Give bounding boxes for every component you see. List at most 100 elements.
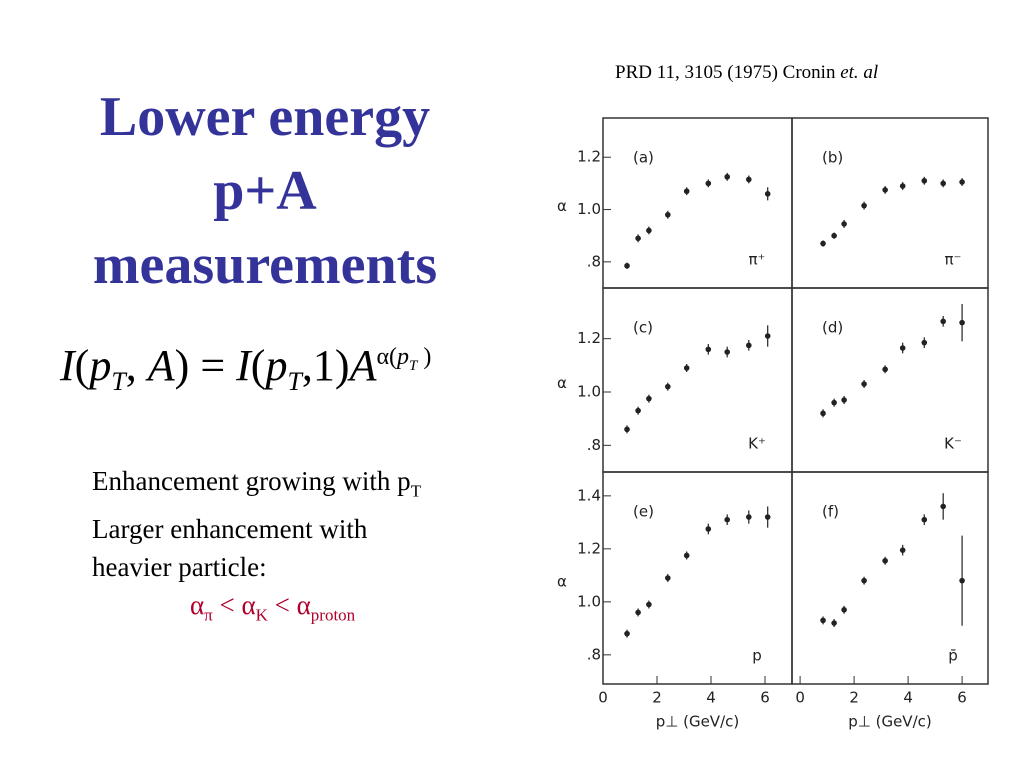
y-tick-label: 1.2 (577, 539, 601, 557)
rel-sub: π (204, 605, 213, 625)
rel-part: < α (212, 590, 256, 620)
y-axis-label: α (557, 197, 567, 215)
x-tick-label: 2 (849, 689, 859, 707)
formula-part: ( (250, 341, 266, 390)
y-tick-label: 1.0 (577, 592, 601, 610)
formula-sub: T (409, 358, 418, 375)
y-tick-label: .8 (587, 436, 601, 454)
data-point (683, 188, 690, 195)
data-point (746, 176, 752, 183)
bullet-text: Enhancement growing with p (92, 466, 411, 496)
data-point (959, 577, 965, 584)
data-point (959, 179, 965, 185)
data-point (746, 514, 752, 520)
data-point (882, 557, 888, 564)
data-point (882, 366, 888, 373)
y-axis-label: α (557, 374, 567, 392)
data-point (764, 191, 771, 197)
data-point (899, 345, 906, 351)
data-point (724, 516, 730, 523)
data-point (705, 346, 712, 353)
panel-frame (791, 471, 989, 685)
formula-part: α( (376, 344, 398, 371)
x-tick-label: 6 (957, 689, 967, 707)
data-point (635, 235, 641, 242)
bullet-line: Enhancement growing with pT (92, 462, 421, 510)
data-point (646, 227, 652, 234)
particle-label: K⁻ (944, 435, 962, 453)
data-point (764, 333, 771, 339)
formula-part: I (236, 341, 251, 390)
data-point (820, 240, 826, 247)
particle-label: p̄ (948, 647, 958, 665)
particle-label: p (752, 647, 762, 665)
data-point (841, 607, 847, 613)
formula-part: A (147, 341, 175, 390)
panel-label: (b) (822, 149, 843, 167)
x-tick-label: 0 (598, 689, 608, 707)
data-point (635, 407, 641, 414)
data-point (705, 180, 712, 187)
data-point (665, 211, 671, 218)
title-line: measurements (92, 234, 438, 296)
panel-frame (602, 471, 793, 685)
data-point (861, 202, 867, 209)
data-point (831, 232, 837, 239)
x-tick-label: 4 (706, 689, 716, 707)
data-point (683, 552, 690, 559)
data-point (940, 180, 946, 187)
data-point (861, 577, 867, 584)
y-tick-label: 1.0 (577, 200, 601, 218)
formula-sub: T (111, 366, 126, 396)
data-point (624, 426, 630, 433)
data-point (820, 617, 826, 624)
formula-part: I (60, 341, 75, 390)
data-point (940, 318, 946, 325)
data-point (921, 516, 928, 523)
formula-part: ) (417, 344, 432, 371)
rel-sub: K (255, 605, 268, 625)
y-tick-label: 1.2 (577, 148, 601, 166)
y-tick-label: 1.2 (577, 329, 601, 347)
data-point (624, 262, 630, 269)
formula-part: A (349, 341, 377, 390)
data-point (940, 503, 946, 510)
data-point (705, 526, 712, 532)
formula-part: p (397, 344, 410, 371)
x-axis-label: p⊥ (GeV/c) (848, 713, 931, 731)
data-point (921, 339, 928, 346)
data-point (746, 342, 752, 349)
y-tick-label: .8 (587, 645, 601, 663)
relation: απ < αK < αproton (190, 590, 355, 625)
panel-label: (d) (822, 319, 843, 337)
citation: PRD 11, 3105 (1975) Cronin et. al (615, 62, 878, 84)
data-point (841, 221, 847, 227)
data-point (882, 187, 888, 193)
formula-part: p (89, 341, 112, 390)
data-point (646, 395, 652, 402)
x-tick-label: 2 (652, 689, 662, 707)
data-point (820, 410, 826, 417)
particle-label: π⁺ (749, 251, 766, 269)
x-axis-label: p⊥ (GeV/c) (656, 713, 739, 731)
formula: I(pT, A) = I(pT,1)Aα(pT ) (60, 340, 431, 397)
data-point (841, 397, 847, 403)
data-point (665, 383, 671, 390)
data-point (861, 381, 867, 387)
formula-part: , (125, 341, 148, 390)
x-tick-label: 4 (903, 689, 913, 707)
citation-text: PRD 11, 3105 (1975) Cronin (615, 62, 841, 83)
bullet-line: heavier particle: (92, 552, 267, 583)
data-point (899, 547, 906, 553)
x-tick-label: 6 (760, 689, 770, 707)
panel-label: (f) (822, 503, 839, 521)
x-tick-label: 0 (795, 689, 805, 707)
panel-label: (e) (633, 503, 654, 521)
formula-part: p (265, 341, 288, 390)
y-tick-label: .8 (587, 252, 601, 270)
data-point (764, 514, 771, 520)
data-point (724, 349, 730, 355)
formula-part: ( (74, 341, 90, 390)
